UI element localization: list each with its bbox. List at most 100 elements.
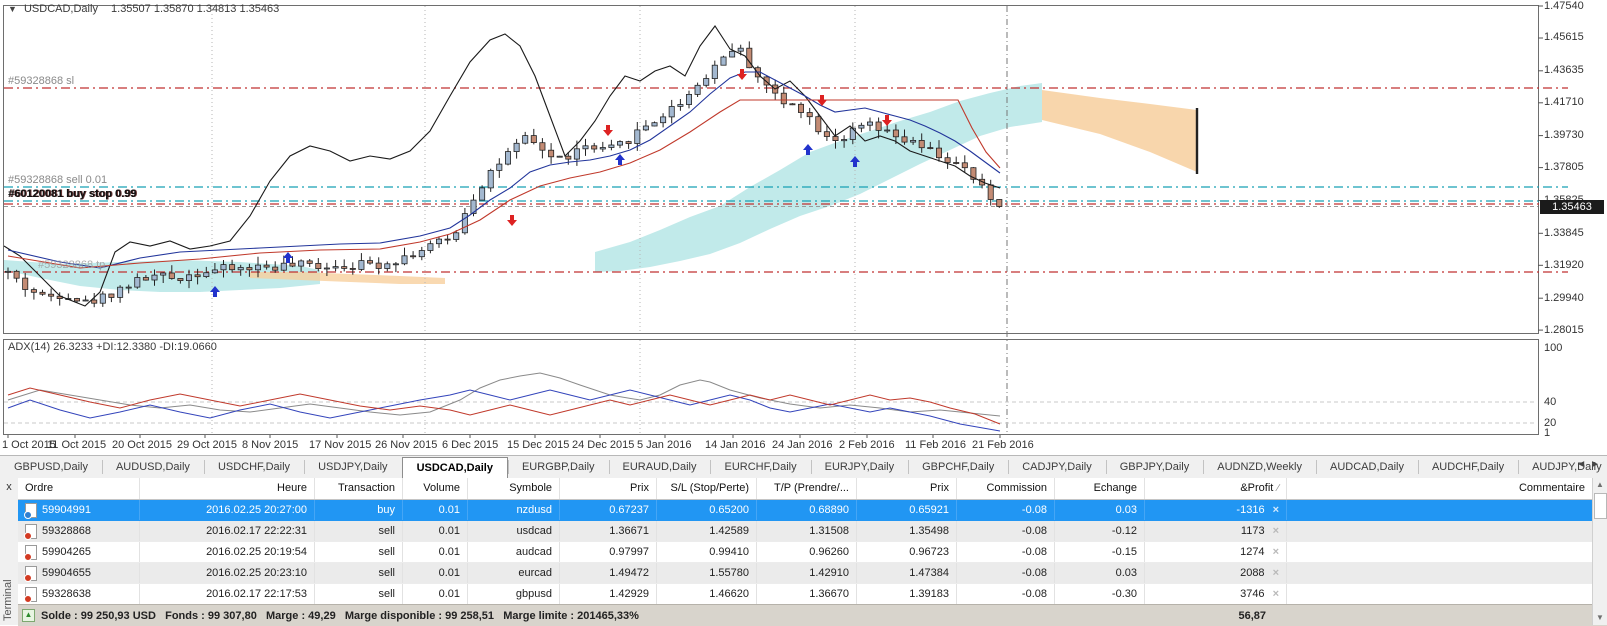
sell-arrow-icon xyxy=(817,95,827,106)
chart-tab-usdcad-daily[interactable]: USDCAD,Daily xyxy=(401,457,508,478)
cloud-mid-teal xyxy=(595,83,1042,272)
close-position-icon[interactable]: × xyxy=(1272,504,1279,516)
account-status-bar: ▲ Solde : 99 250,93 USD Fonds : 99 307,8… xyxy=(18,604,1607,626)
kijun-line xyxy=(7,99,1001,269)
order-row-59328868[interactable]: 59328868 2016.02.17 22:22:31 sell 0.01 usdca… xyxy=(18,521,1593,542)
date-axis-label: 24 Jan 2016 xyxy=(772,439,833,451)
chart-tab-audusd-daily[interactable]: AUDUSD,Daily xyxy=(101,456,204,478)
chart-tab-eurgbp-daily[interactable]: EURGBP,Daily xyxy=(507,456,609,478)
price-axis-label: 1.33845 xyxy=(1544,226,1584,239)
column-header-profit[interactable]: &Profit ∕ xyxy=(1145,478,1287,499)
tab-scroll-right-icon[interactable]: ► xyxy=(1590,459,1604,470)
orders-table: Ordre Heure Transaction Volume Symbole Prix S/… xyxy=(18,478,1593,605)
scrollbar-up-icon[interactable]: ▲ xyxy=(1596,480,1604,489)
order-id: 59904655 xyxy=(42,567,91,579)
current-price-badge: 1.35463 xyxy=(1540,200,1604,214)
chart-tab-gbpjpy-daily[interactable]: GBPJPY,Daily xyxy=(1105,456,1204,478)
price-axis-label: 1.29940 xyxy=(1544,291,1584,304)
sell-arrow-icon xyxy=(507,215,517,226)
close-position-icon[interactable]: × xyxy=(1272,546,1279,558)
terminal-scrollbar[interactable]: ▲ ▼ xyxy=(1592,478,1607,625)
adx-indicator-label: ADX(14) 26.3233 +DI:12.3380 -DI:19.0660 xyxy=(8,341,217,353)
column-header-order[interactable]: Ordre xyxy=(18,478,140,499)
sl-line-label[interactable]: #59328868 sl xyxy=(8,75,75,87)
buy-arrow-icon xyxy=(615,154,625,165)
cell-symbol: audcad xyxy=(468,542,560,562)
chart-tab-eurchf-daily[interactable]: EURCHF,Daily xyxy=(710,456,810,478)
tab-scroll-arrows: ◄► xyxy=(1576,459,1604,470)
scrollbar-thumb[interactable] xyxy=(1594,493,1607,519)
date-axis-label: 15 Dec 2015 xyxy=(507,439,570,451)
cell-price2: 1.35498 xyxy=(857,521,957,541)
chart-tab-gbpusd-daily[interactable]: GBPUSD,Daily xyxy=(14,461,88,473)
cell-time: 2016.02.25 20:27:00 xyxy=(140,500,315,520)
sell-line-label[interactable]: #59328868 sell 0.01 xyxy=(8,174,108,186)
order-row-59328638[interactable]: 59328638 2016.02.17 22:17:53 sell 0.01 gbpus… xyxy=(18,584,1593,605)
chart-tab-audchf-daily[interactable]: AUDCHF,Daily xyxy=(1417,456,1518,478)
close-position-icon[interactable]: × xyxy=(1272,525,1279,537)
column-header-type[interactable]: Transaction xyxy=(315,478,403,499)
tp-line-label[interactable]: #59328868 tp xyxy=(38,259,106,271)
cell-type: buy xyxy=(315,500,403,520)
chart-tab-audnzd-weekly[interactable]: AUDNZD,Weekly xyxy=(1203,456,1316,478)
column-header-price2[interactable]: Prix xyxy=(857,478,957,499)
close-position-icon[interactable]: × xyxy=(1272,588,1279,600)
date-axis-label: 2 Feb 2016 xyxy=(839,439,895,451)
cell-time: 2016.02.17 22:22:31 xyxy=(140,521,315,541)
column-header-sl[interactable]: S/L (Stop/Perte) xyxy=(657,478,757,499)
price-axis-label: 1.47540 xyxy=(1544,0,1584,12)
column-header-volume[interactable]: Volume xyxy=(403,478,468,499)
chart-region[interactable]: ▼ USDCAD,Daily 1.35507 1.35870 1.34813 1… xyxy=(0,0,1607,455)
buy-arrow-icon xyxy=(803,144,813,155)
column-header-swap[interactable]: Echange xyxy=(1055,478,1145,499)
chart-tab-euraud-daily[interactable]: EURAUD,Daily xyxy=(608,456,711,478)
cell-tp: 1.42910 xyxy=(757,563,857,583)
tab-scroll-left-icon[interactable]: ◄ xyxy=(1576,459,1591,470)
cell-symbol: gbpusd xyxy=(468,584,560,604)
cell-swap: -0.30 xyxy=(1055,584,1145,604)
terminal-close-button[interactable]: x xyxy=(6,481,12,493)
column-header-price[interactable]: Prix xyxy=(560,478,657,499)
cell-tp: 0.68890 xyxy=(757,500,857,520)
order-row-59904265[interactable]: 59904265 2016.02.25 20:19:54 sell 0.01 audca… xyxy=(18,542,1593,563)
chart-dropdown-icon[interactable]: ▼ xyxy=(8,4,17,14)
chart-tab-audcad-daily[interactable]: AUDCAD,Daily xyxy=(1316,456,1418,478)
column-header-comment[interactable]: Commentaire xyxy=(1287,478,1593,499)
chikou-line xyxy=(3,25,1001,307)
column-header-commission[interactable]: Commission xyxy=(957,478,1055,499)
order-id: 59328868 xyxy=(42,525,91,537)
sell-order-icon xyxy=(24,565,37,582)
cell-swap: -0.15 xyxy=(1055,542,1145,562)
order-row-59904655[interactable]: 59904655 2016.02.25 20:23:10 sell 0.01 eurca… xyxy=(18,563,1593,584)
cell-comment xyxy=(1287,584,1593,604)
cell-price: 1.36671 xyxy=(560,521,657,541)
profit-value: 2088 xyxy=(1240,567,1265,579)
chart-tab-eurjpy-daily[interactable]: EURJPY,Daily xyxy=(810,456,909,478)
main-pane-border xyxy=(3,5,1539,334)
chart-tab-audjpy-daily[interactable]: AUDJPY,Daily xyxy=(1518,456,1607,478)
cell-swap: -0.12 xyxy=(1055,521,1145,541)
order-row-59904991[interactable]: 59904991 2016.02.25 20:27:00 buy 0.01 nzdusd… xyxy=(18,500,1593,521)
chart-tab-usdjpy-daily[interactable]: USDJPY,Daily xyxy=(304,456,402,478)
column-header-symbol[interactable]: Symbole xyxy=(468,478,560,499)
price-chart-svg[interactable] xyxy=(0,0,1607,455)
order-id: 59328638 xyxy=(42,588,91,600)
chart-tab-gbpchf-daily[interactable]: GBPCHF,Daily xyxy=(908,456,1008,478)
cell-time: 2016.02.25 20:23:10 xyxy=(140,563,315,583)
scrollbar-down-icon[interactable]: ▼ xyxy=(1596,613,1604,622)
cell-sl: 0.65200 xyxy=(657,500,757,520)
price-axis-label: 1.41710 xyxy=(1544,96,1584,109)
date-axis-label: 11 Feb 2016 xyxy=(905,439,966,451)
chart-symbol-label: USDCAD,Daily xyxy=(23,3,98,15)
close-position-icon[interactable]: × xyxy=(1272,567,1279,579)
chart-tab-cadjpy-daily[interactable]: CADJPY,Daily xyxy=(1008,456,1106,478)
cell-time: 2016.02.25 20:19:54 xyxy=(140,542,315,562)
profit-value: -1316 xyxy=(1236,504,1265,516)
column-header-time[interactable]: Heure xyxy=(140,478,315,499)
buystop-line-label[interactable]: #60120081 buy stop 0.99 xyxy=(8,188,137,200)
cell-time: 2016.02.17 22:17:53 xyxy=(140,584,315,604)
column-header-tp[interactable]: T/P (Prendre/... xyxy=(757,478,857,499)
date-axis-label: 29 Oct 2015 xyxy=(177,439,237,451)
chart-tab-usdchf-daily[interactable]: USDCHF,Daily xyxy=(203,456,304,478)
sell-arrow-icon xyxy=(882,115,892,126)
